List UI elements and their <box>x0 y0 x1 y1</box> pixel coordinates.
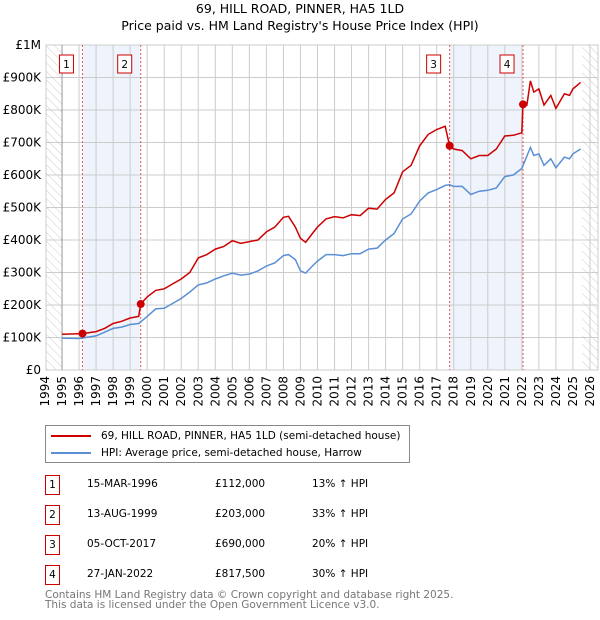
x-tick-label: 2008 <box>276 376 290 407</box>
transaction-row: 1 15-MAR-1996 £112,000 13% ↑ HPI <box>45 475 465 495</box>
legend-swatch-blue <box>51 452 91 454</box>
sale-label: 4 <box>504 59 511 71</box>
sale-label-box <box>499 54 515 74</box>
x-tick-label: 2000 <box>140 376 154 407</box>
x-tick-label: 2010 <box>310 376 324 407</box>
y-tick-label: £400K <box>3 233 43 247</box>
y-tick-label: £600K <box>3 168 43 182</box>
transaction-date: 05-OCT-2017 <box>87 538 156 550</box>
y-tick-label: £100K <box>3 331 43 345</box>
x-tick-label: 1998 <box>106 376 120 407</box>
transaction-hpi: 33% ↑ HPI <box>312 508 369 520</box>
sale-point <box>445 141 454 150</box>
x-tick-label: 2013 <box>362 376 376 407</box>
transaction-date: 13-AUG-1999 <box>87 508 158 520</box>
transaction-row: 3 05-OCT-2017 £690,000 20% ↑ HPI <box>45 535 465 555</box>
transaction-number: 3 <box>45 535 60 555</box>
x-tick-label: 2016 <box>413 376 427 407</box>
legend-item-property: 69, HILL ROAD, PINNER, HA5 1LD (semi-det… <box>46 428 400 444</box>
x-tick-label: 2002 <box>174 376 188 407</box>
sale-label: 2 <box>121 59 128 71</box>
x-tick-label: 2018 <box>447 376 461 407</box>
x-tick-label: 1997 <box>89 376 103 407</box>
legend-label: HPI: Average price, semi-detached house,… <box>101 447 362 459</box>
transaction-row: 4 27-JAN-2022 £817,500 30% ↑ HPI <box>45 565 465 585</box>
transaction-number: 2 <box>45 505 60 525</box>
x-tick-label: 2001 <box>157 376 171 407</box>
x-tick-label: 2024 <box>549 376 563 407</box>
footer-line-2: This data is licensed under the Open Gov… <box>45 599 380 611</box>
x-tick-label: 2012 <box>345 376 359 407</box>
transaction-hpi: 13% ↑ HPI <box>312 478 369 490</box>
y-tick-label: £0 <box>26 363 41 377</box>
x-tick-label: 1995 <box>55 376 69 407</box>
x-tick-label: 2009 <box>293 376 307 407</box>
transaction-price: £112,000 <box>215 478 266 490</box>
transaction-price: £690,000 <box>215 538 266 550</box>
x-tick-label: 2020 <box>481 376 495 407</box>
sale-label: 1 <box>63 59 70 71</box>
y-tick-label: £700K <box>3 136 43 150</box>
transaction-number: 1 <box>45 475 60 495</box>
x-tick-label: 2022 <box>515 376 529 407</box>
chart-title: 69, HILL ROAD, PINNER, HA5 1LD <box>195 1 405 16</box>
sale-label-box <box>117 54 133 74</box>
x-tick-label: 2021 <box>498 376 512 407</box>
x-tick-label: 2026 <box>583 376 597 407</box>
x-tick-label: 2025 <box>566 376 580 407</box>
footer-line-1: Contains HM Land Registry data © Crown c… <box>45 589 454 601</box>
x-tick-label: 2006 <box>242 376 256 407</box>
transaction-row: 2 13-AUG-1999 £203,000 33% ↑ HPI <box>45 505 465 525</box>
transaction-price: £817,500 <box>215 568 266 580</box>
hpi-series-line <box>61 145 582 340</box>
y-tick-label: £500K <box>3 201 43 215</box>
y-tick-label: £300K <box>3 266 43 280</box>
plot-area: £0 £100K £200K £300K £400K £500K £600K £700K £80… <box>3 38 599 407</box>
x-tick-label: 2004 <box>208 376 222 407</box>
sale-point <box>136 300 145 309</box>
legend-swatch-red <box>51 435 91 437</box>
x-tick-label: 2005 <box>225 376 239 407</box>
x-tick-label: 2011 <box>328 376 342 407</box>
x-tick-label: 2003 <box>191 376 205 407</box>
x-tick-label: 1999 <box>123 376 137 407</box>
y-tick-label: £200K <box>3 298 43 312</box>
chart-subtitle: Price paid vs. HM Land Registry's House … <box>121 18 479 33</box>
sale-label: 3 <box>430 59 437 71</box>
transaction-date: 27-JAN-2022 <box>87 568 154 580</box>
y-tick-label: £900K <box>3 71 43 85</box>
x-tick-label: 2023 <box>532 376 546 407</box>
property-series-line <box>61 80 582 336</box>
transaction-hpi: 30% ↑ HPI <box>312 568 369 580</box>
x-tick-label: 2007 <box>259 376 273 407</box>
transaction-price: £203,000 <box>215 508 266 520</box>
sale-label-box <box>58 54 74 74</box>
sale-point <box>78 329 87 338</box>
legend-item-hpi: HPI: Average price, semi-detached house,… <box>46 445 362 461</box>
x-tick-label: 2015 <box>396 376 410 407</box>
transaction-hpi: 20% ↑ HPI <box>312 538 369 550</box>
x-tick-label: 1996 <box>72 376 86 407</box>
transaction-date: 15-MAR-1996 <box>87 478 158 490</box>
plot-border <box>45 44 599 371</box>
transaction-number: 4 <box>45 565 60 585</box>
footer: Contains HM Land Registry data © Crown c… <box>45 589 454 611</box>
legend-label: 69, HILL ROAD, PINNER, HA5 1LD (semi-det… <box>101 430 401 442</box>
x-tick-label: 2019 <box>464 376 478 407</box>
x-tick-label: 2017 <box>430 376 444 407</box>
y-tick-label: £800K <box>3 103 43 117</box>
sale-label-box <box>426 54 442 74</box>
legend: 69, HILL ROAD, PINNER, HA5 1LD (semi-det… <box>45 425 410 463</box>
sale-point <box>519 100 528 109</box>
x-tick-label: 1994 <box>38 376 52 407</box>
y-tick-label: £1M <box>15 38 41 52</box>
x-tick-label: 2014 <box>379 376 393 407</box>
